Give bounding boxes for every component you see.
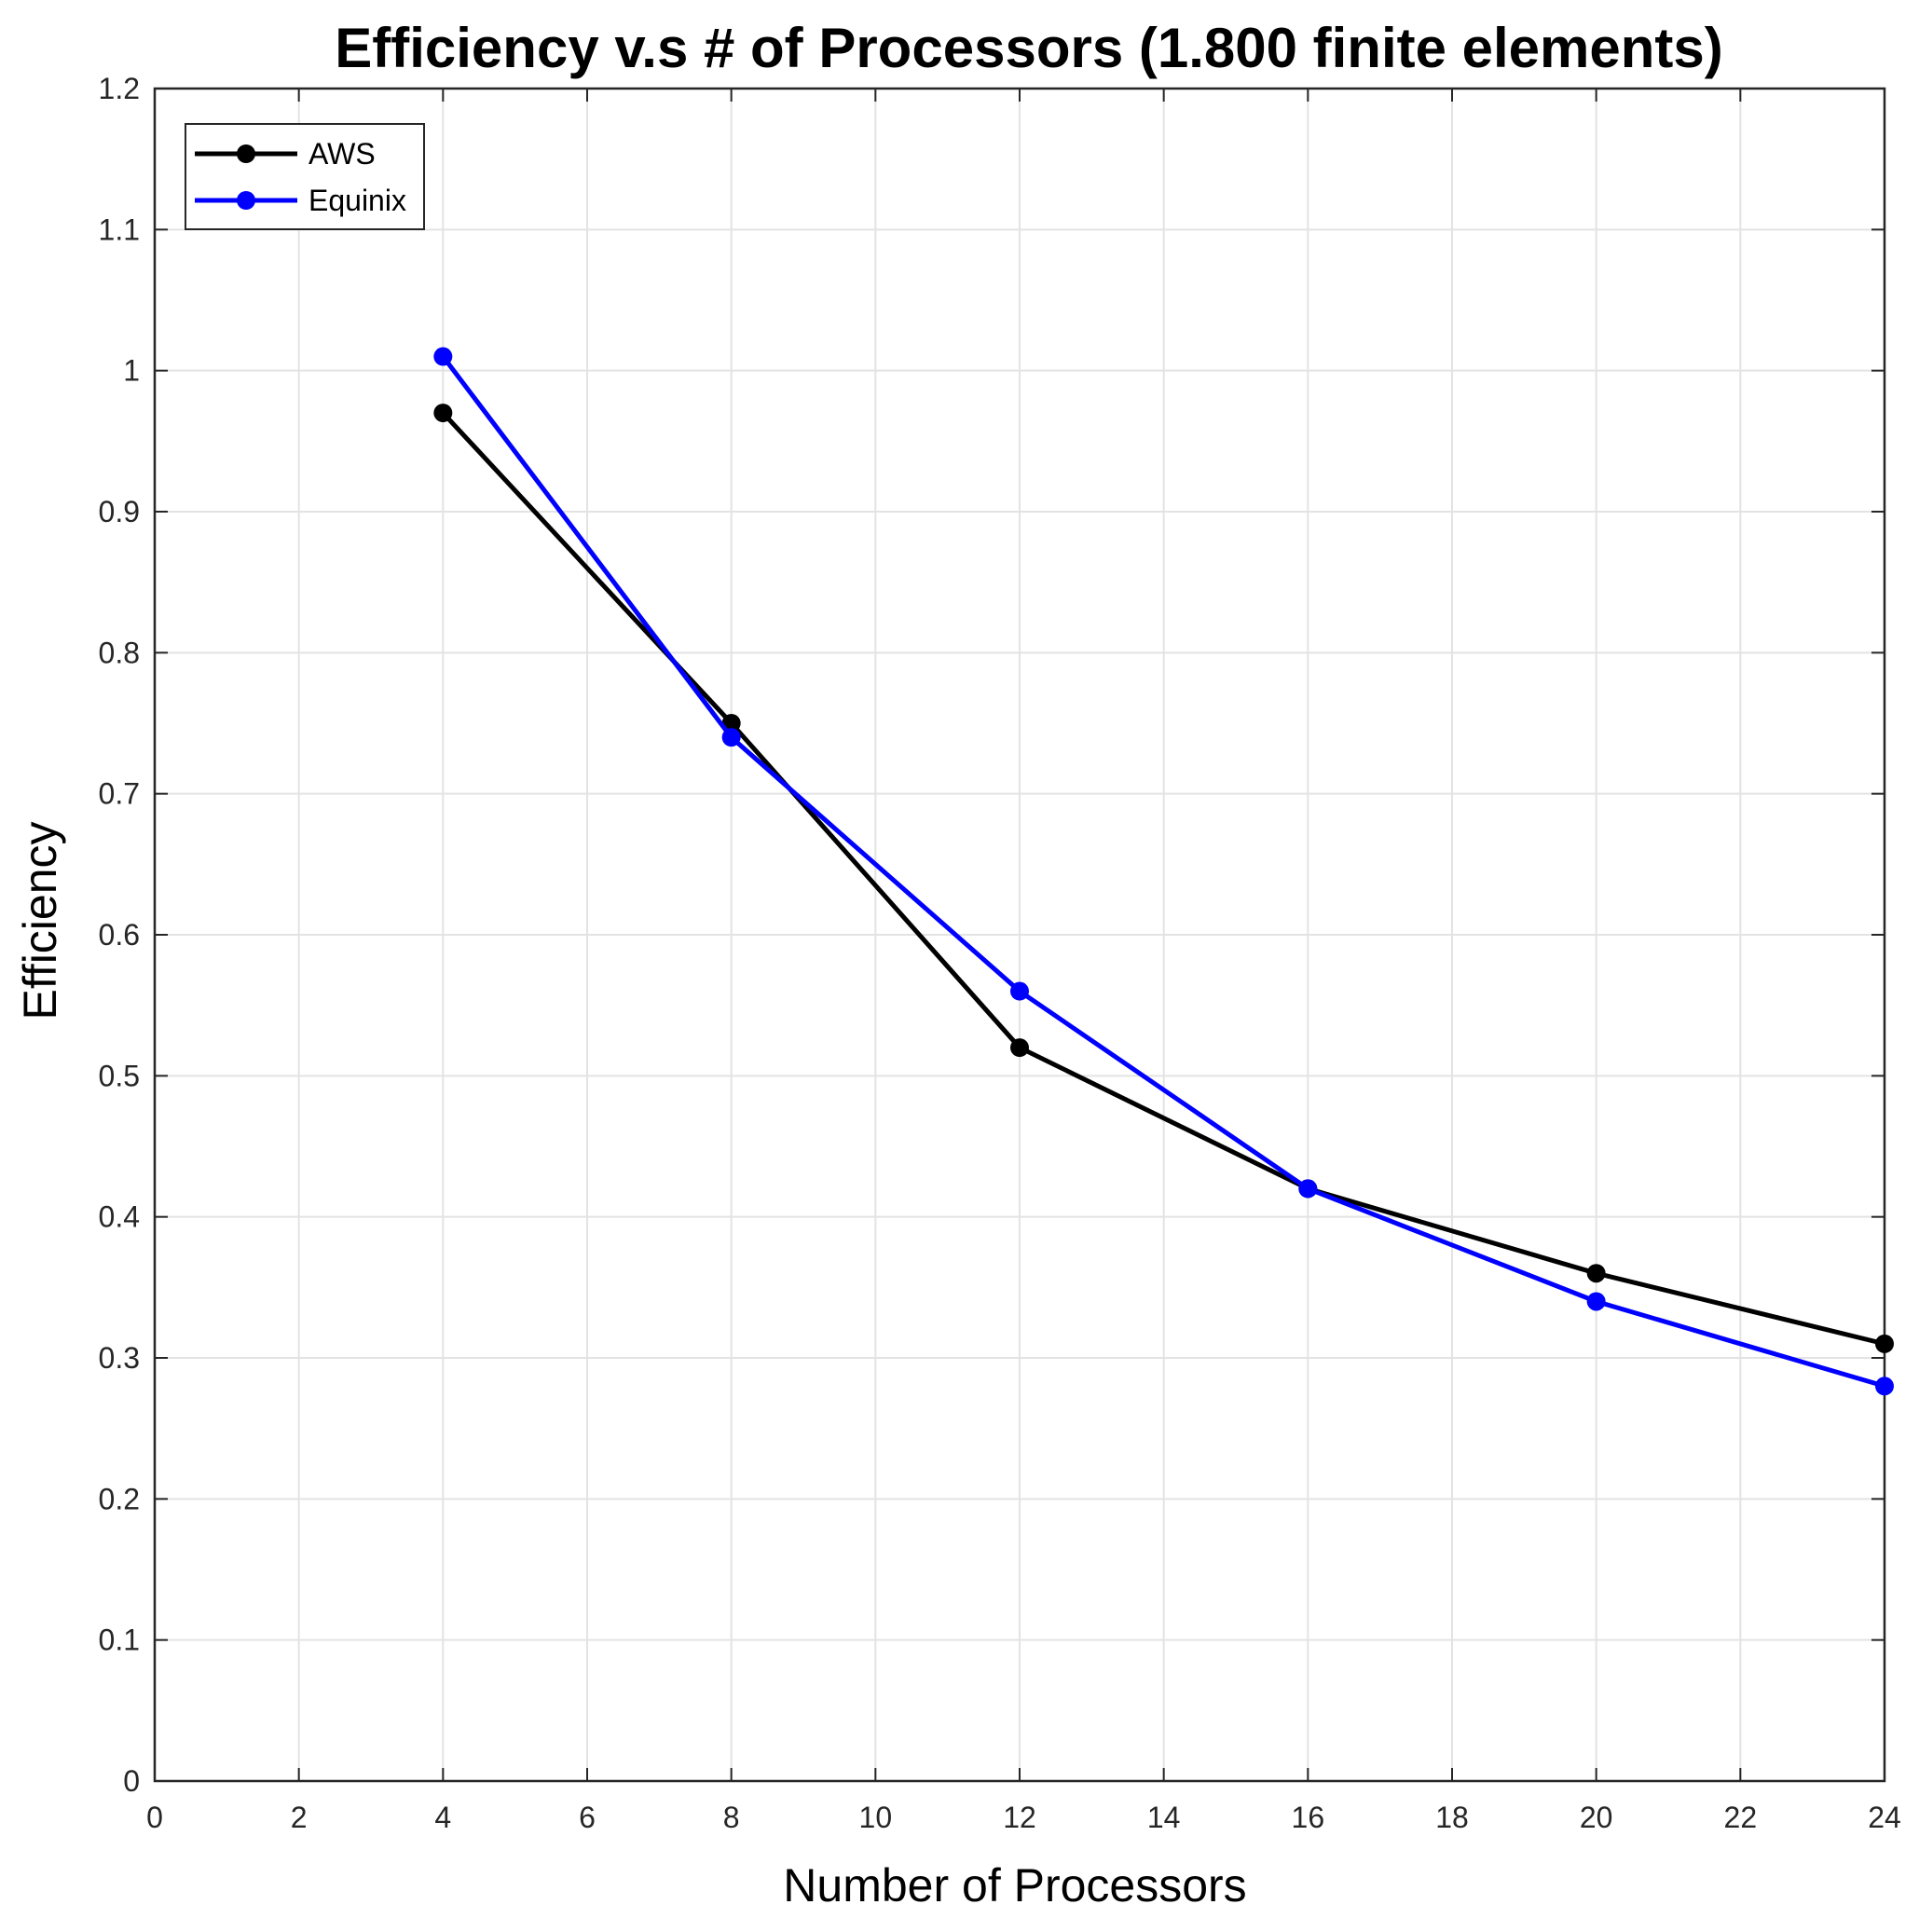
x-tick-label: 18: [1435, 1801, 1469, 1834]
data-point-equinix: [1010, 981, 1029, 1001]
legend-item-equinix: Equinix: [195, 184, 406, 217]
y-axis-label: Efficiency: [14, 821, 66, 1020]
x-axis-label: Number of Processors: [783, 1859, 1246, 1911]
legend: AWS Equinix: [185, 123, 425, 230]
y-tick-label: 0.7: [99, 777, 140, 811]
series-equinix: [433, 347, 1894, 1396]
y-tick-label: 0.8: [99, 636, 140, 669]
series-layer: [433, 347, 1894, 1396]
chart-title: Efficiency v.s # of Processors (1.800 fi…: [335, 17, 1723, 79]
data-point-equinix: [1586, 1292, 1606, 1311]
legend-label-aws: AWS: [308, 137, 376, 171]
data-point-equinix: [721, 728, 741, 747]
x-tick-label: 2: [291, 1801, 308, 1834]
axis-ticks: 0 2 4 6 8 10 12 14 16 18 20 22 2400.10.20.30.40.50.6…: [99, 72, 1901, 1834]
y-tick-label: 0.2: [99, 1482, 140, 1515]
x-tick-label: 4: [434, 1801, 451, 1834]
y-tick-label: 0.6: [99, 918, 140, 952]
legend-marker-aws: [237, 144, 255, 163]
y-tick-label: 0.5: [99, 1059, 140, 1092]
x-tick-label: 6: [579, 1801, 596, 1834]
data-point-aws: [1586, 1264, 1606, 1283]
data-point-equinix: [1298, 1179, 1318, 1199]
data-point-equinix: [433, 347, 453, 366]
data-point-aws: [1875, 1334, 1894, 1353]
legend-box: [185, 123, 425, 230]
legend-marker-equinix: [237, 191, 255, 210]
x-tick-label: 14: [1147, 1801, 1181, 1834]
y-tick-label: 0.4: [99, 1200, 140, 1234]
y-tick-label: 1.1: [99, 212, 140, 246]
x-tick-label: 10: [859, 1801, 893, 1834]
legend-label-equinix: Equinix: [308, 184, 406, 217]
y-tick-label: 0.9: [99, 495, 140, 528]
x-tick-label: 20: [1580, 1801, 1613, 1834]
y-tick-label: 0: [123, 1764, 140, 1798]
x-tick-label: 22: [1724, 1801, 1758, 1834]
data-point-aws: [433, 404, 453, 423]
x-tick-label: 8: [723, 1801, 740, 1834]
legend-item-aws: AWS: [195, 137, 376, 171]
x-tick-label: 24: [1868, 1801, 1901, 1834]
y-tick-label: 1: [123, 354, 140, 388]
y-tick-label: 1.2: [99, 72, 140, 105]
data-point-aws: [1010, 1038, 1029, 1058]
series-line-equinix: [441, 355, 1885, 1389]
x-tick-label: 12: [1003, 1801, 1036, 1834]
x-tick-label: 16: [1292, 1801, 1325, 1834]
data-point-equinix: [1875, 1377, 1894, 1396]
y-tick-label: 0.3: [99, 1341, 140, 1375]
y-tick-label: 0.1: [99, 1624, 140, 1657]
x-tick-label: 0: [146, 1801, 163, 1834]
